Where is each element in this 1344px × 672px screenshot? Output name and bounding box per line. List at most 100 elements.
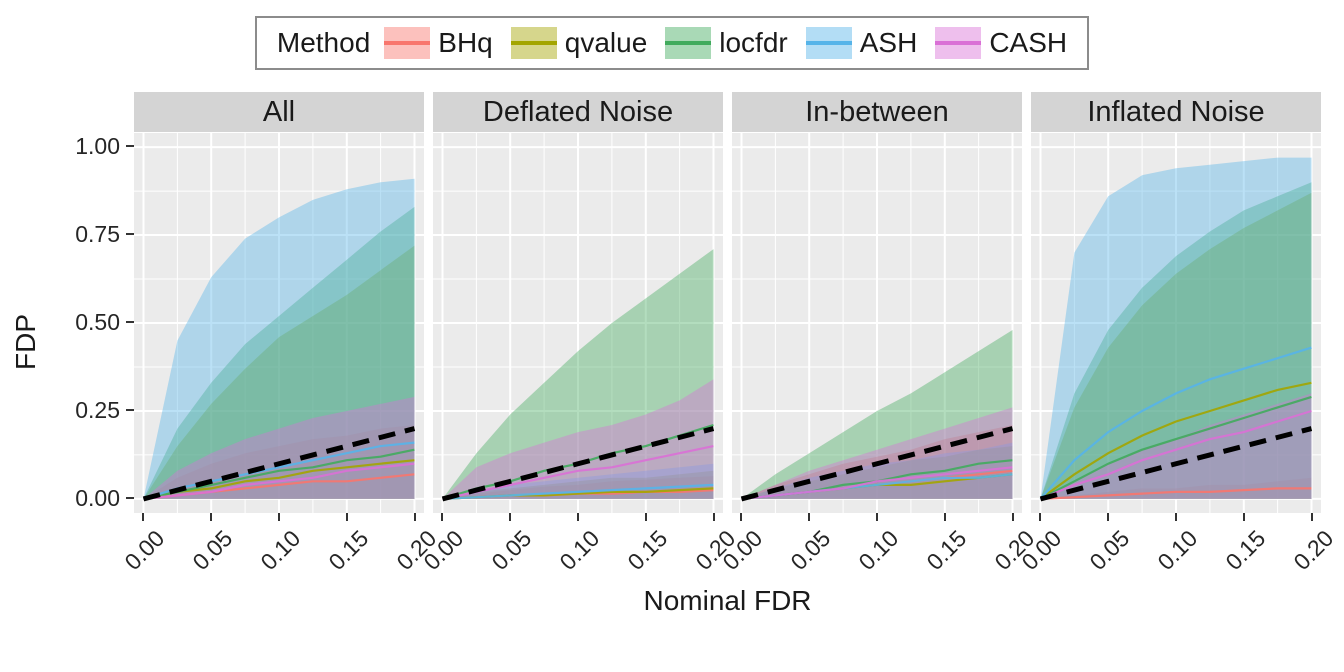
reference-dashed-line (441, 426, 715, 502)
ribbon-cash (1040, 393, 1312, 499)
legend-swatch-locfdr (665, 27, 712, 59)
reference-dashed-line (142, 426, 416, 502)
ribbon-cash (741, 407, 1013, 499)
legend-label: CASH (989, 27, 1068, 58)
x-tick-mark (509, 513, 512, 521)
mean-line-cash (741, 466, 1013, 500)
reference-dashed-line (1039, 426, 1313, 502)
x-axis-inflated-noise: 0.00 0.05 0.10 0.15 0.20 (1017, 513, 1338, 583)
mean-line-ash (1039, 346, 1312, 500)
legend-swatch-ash (805, 27, 852, 59)
facet-plot-inflated-noise (1031, 133, 1321, 513)
x-tick-mark (943, 513, 946, 521)
facet-all: All 0.00 0.05 0.10 0.15 0.20 (120, 92, 441, 583)
legend-item-cash: CASH (935, 27, 1067, 59)
legend-label: ASH (859, 27, 918, 58)
ribbon-qvalue (143, 245, 415, 499)
ribbon-qvalue (1040, 192, 1312, 499)
x-tick-mark (441, 513, 444, 521)
legend-item-locfdr: locfdr (665, 27, 788, 59)
x-tick-label: 0.20 (1287, 525, 1338, 576)
x-tick-mark (876, 513, 878, 521)
x-tick-label: 0.05 (187, 525, 238, 576)
facet-plot-in-between (732, 133, 1022, 513)
x-tick-label: 0.15 (921, 525, 972, 576)
y-tick-mark (126, 321, 134, 323)
ribbon-locfdr (741, 330, 1013, 499)
ribbon-ash (1040, 157, 1312, 499)
mean-line-cash (143, 462, 415, 500)
legend-swatch-line (935, 41, 982, 45)
facet-plot-deflated-noise (433, 133, 723, 513)
ribbon-locfdr (143, 206, 415, 499)
x-tick-label: 0.10 (255, 525, 306, 576)
x-tick-mark (1039, 513, 1042, 521)
y-axis: 0.00 0.25 0.50 0.75 1.00 (46, 132, 134, 512)
legend-item-bhq: BHq (384, 27, 493, 59)
legend-label: locfdr (719, 27, 788, 58)
x-tick-mark (142, 513, 145, 521)
x-tick-label: 0.05 (486, 525, 537, 576)
x-tick-mark (1310, 513, 1313, 521)
x-tick-label: 0.05 (1084, 525, 1135, 576)
ribbon-locfdr (442, 249, 714, 499)
ribbon-qvalue (741, 446, 1013, 499)
x-tick-label: 0.10 (853, 525, 904, 576)
mean-line-bhq (1040, 487, 1312, 500)
legend-title: Method (276, 27, 371, 58)
y-tick-mark (126, 145, 134, 148)
ribbon-cash (143, 396, 415, 499)
x-axis-title: Nominal FDR (643, 585, 812, 616)
legend-swatch-line (510, 41, 557, 45)
y-tick-label: 1.00 (75, 133, 120, 160)
mean-line-ash (143, 441, 415, 500)
x-tick-mark (712, 513, 715, 521)
x-tick-label: 0.15 (323, 525, 374, 576)
facet-inflated-noise: Inflated Noise 0.00 0.05 0.10 0.15 0.20 (1017, 92, 1338, 583)
mean-line-locfdr (1039, 395, 1312, 500)
x-tick-label: 0.10 (554, 525, 605, 576)
ribbon-locfdr (1040, 182, 1312, 499)
y-tick-mark (126, 496, 134, 499)
ribbon-ash (442, 463, 714, 499)
legend-swatch-bhq (384, 27, 431, 59)
y-tick-label: 0.75 (75, 221, 120, 248)
y-tick-mark (126, 233, 134, 236)
faceted-chart: FDP 0.00 0.25 0.50 0.75 1.00 All 0.00 0.05 0.10… (6, 92, 1344, 583)
x-tick-mark (644, 513, 647, 521)
x-tick-mark (1011, 513, 1014, 521)
ribbon-ash (741, 442, 1013, 499)
facet-title-all: All (134, 92, 424, 132)
x-tick-mark (740, 513, 743, 521)
x-axis-deflated-noise: 0.00 0.05 0.10 0.15 0.20 (419, 513, 740, 583)
ribbon-cash (442, 379, 714, 499)
x-tick-mark (278, 513, 280, 521)
mean-line-qvalue (1039, 381, 1312, 500)
y-tick-label: 0.50 (75, 309, 120, 335)
x-tick-mark (1107, 513, 1110, 521)
y-tick-mark (126, 408, 134, 411)
legend-label: BHq (438, 27, 493, 58)
facet-title-deflated-noise: Deflated Noise (433, 92, 723, 132)
legend-items: BHq qvalue locfdr ASH CASH (384, 27, 1067, 59)
x-tick-mark (577, 513, 579, 521)
ribbon-ash (143, 178, 415, 499)
x-tick-label: 0.05 (785, 525, 836, 576)
legend-label: qvalue (564, 27, 648, 58)
x-tick-mark (210, 513, 213, 521)
facet-plot-all (134, 133, 424, 513)
mean-line-ash (442, 483, 714, 500)
x-tick-mark (1242, 513, 1245, 521)
facet-in-between: In-between 0.00 0.05 0.10 0.15 0.20 (718, 92, 1039, 583)
legend-item-qvalue: qvalue (510, 27, 648, 59)
facet-deflated-noise: Deflated Noise 0.00 0.05 0.10 0.15 0.20 (419, 92, 740, 583)
x-axis-in-between: 0.00 0.05 0.10 0.15 0.20 (718, 513, 1039, 583)
facet-panels: All 0.00 0.05 0.10 0.15 0.20 Deflated Noise 0.0… (120, 92, 1338, 583)
y-axis-title: FDP (10, 314, 41, 370)
mean-line-locfdr (143, 448, 415, 500)
y-tick-label: 0.00 (75, 484, 120, 511)
x-axis-all: 0.00 0.05 0.10 0.15 0.20 (120, 513, 441, 583)
x-tick-label: 0.00 (119, 525, 170, 576)
x-tick-mark (808, 513, 811, 521)
mean-line-cash (1040, 409, 1312, 500)
